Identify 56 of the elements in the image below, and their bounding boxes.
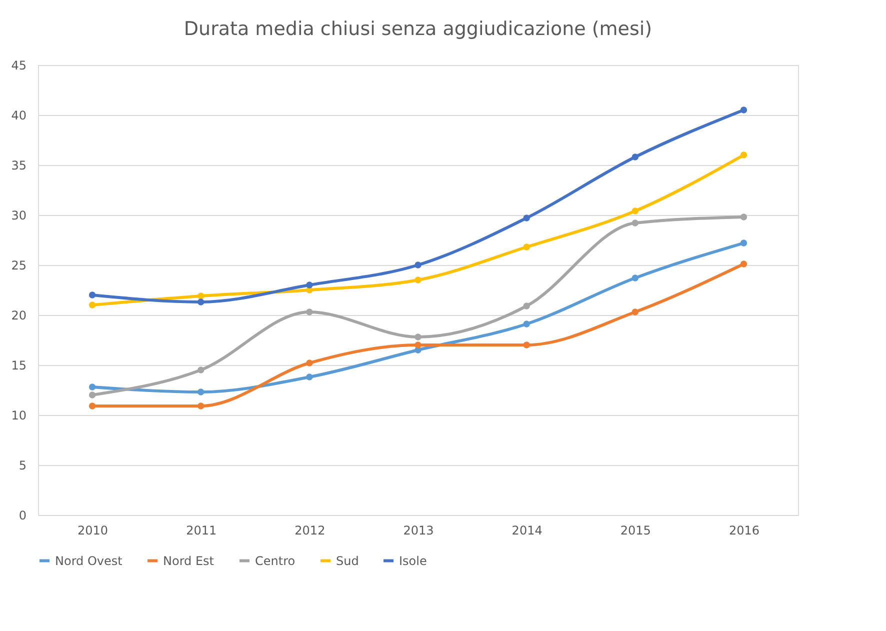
y-tick-label: 45	[11, 58, 26, 72]
point	[414, 334, 422, 340]
legend-label: Isole	[399, 554, 427, 568]
point	[632, 308, 638, 316]
y-tick-label: 10	[11, 408, 26, 422]
point	[414, 276, 422, 284]
legend-label: Centro	[255, 554, 296, 568]
y-tick-label: 15	[11, 358, 26, 372]
point	[523, 342, 530, 348]
point	[740, 214, 748, 220]
point	[306, 308, 313, 316]
point	[198, 402, 204, 410]
point	[740, 152, 748, 158]
y-tick-label: 40	[11, 108, 26, 122]
point	[198, 298, 204, 306]
point	[88, 384, 96, 390]
point	[88, 302, 96, 308]
point	[740, 260, 748, 268]
y-tick-label: 30	[11, 208, 26, 222]
chart-title: Durata media chiusi senza aggiudicazione (mesi)	[184, 18, 652, 40]
point	[632, 220, 638, 226]
x-tick-label: 2011	[186, 524, 217, 538]
legend-label: Nord Ovest	[55, 554, 123, 568]
y-tick-label: 0	[18, 508, 26, 522]
point	[306, 374, 313, 380]
point	[632, 208, 638, 214]
point	[88, 402, 96, 410]
point	[632, 154, 638, 160]
x-tick-label: 2010	[78, 524, 108, 538]
point	[198, 388, 204, 396]
y-tick-label: 5	[18, 458, 26, 472]
legend-label: Sud	[336, 554, 359, 568]
point	[740, 240, 748, 246]
x-tick-label: 2014	[512, 524, 542, 538]
point	[88, 292, 96, 298]
point	[306, 360, 313, 366]
point	[523, 302, 530, 310]
point	[523, 214, 530, 222]
y-tick-label: 25	[11, 258, 26, 272]
x-tick-label: 2015	[620, 524, 651, 538]
point	[632, 274, 638, 282]
point	[414, 262, 422, 268]
legend-label: Nord Est	[163, 554, 214, 568]
point	[523, 320, 530, 328]
point	[88, 392, 96, 398]
y-tick-label: 20	[11, 308, 26, 322]
point	[198, 292, 204, 300]
point	[306, 282, 313, 288]
x-tick-label: 2013	[403, 524, 434, 538]
x-tick-label: 2016	[728, 524, 760, 538]
point	[523, 244, 530, 250]
point	[740, 106, 748, 114]
point	[414, 342, 422, 348]
point	[198, 366, 204, 374]
y-tick-label: 35	[11, 158, 26, 172]
x-tick-label: 2012	[294, 524, 326, 538]
